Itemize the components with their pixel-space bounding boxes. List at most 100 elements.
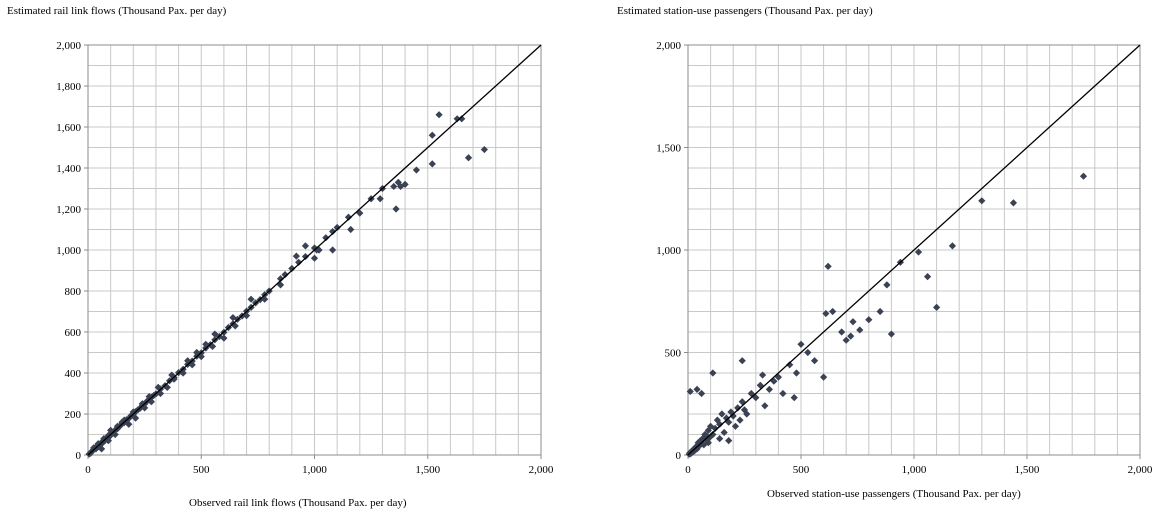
data-point [118,418,126,426]
data-point [281,271,289,279]
data-point [820,373,828,381]
data-point [480,145,488,154]
data-point [792,369,801,377]
data-point [301,252,310,261]
data-point [211,330,219,338]
y-tick-label: 1,000 [56,245,81,257]
x-tick-label: 1,000 [302,464,327,476]
data-point [1009,199,1018,207]
data-point [865,316,873,324]
data-point [743,410,751,418]
x-tick-label: 1,500 [1015,464,1040,476]
data-point [208,342,217,350]
y-tick-label: 1,200 [56,204,81,216]
data-point [804,348,812,357]
data-point [138,400,146,408]
y-tick-label: 0 [76,450,82,462]
x-tick-label: 1,000 [902,464,927,476]
x-tick-label: 0 [85,464,91,476]
data-point [392,205,400,213]
data-point [100,435,108,443]
data-point [810,357,819,365]
y-tick-label: 1,000 [656,245,681,257]
data-point [394,178,402,186]
y-tick-label: 1,600 [56,122,81,134]
data-point [978,197,986,205]
reference-line-y-equals-x [87,44,542,456]
y-tick-label: 2,000 [56,40,81,52]
data-point [716,435,724,443]
data-point [125,420,133,428]
data-point [147,398,156,406]
data-point [242,312,251,320]
data-point [716,420,724,428]
y-axis-title: Estimated station-use passengers (Thousa… [617,5,873,17]
data-point [107,426,115,434]
data-point [292,252,300,260]
y-tick-label: 600 [65,327,82,339]
x-tick-label: 2,000 [529,464,554,476]
data-point [948,242,957,250]
data-point [693,445,701,453]
data-point [247,295,255,303]
data-point [887,330,895,338]
x-tick-label: 1,500 [415,464,440,476]
data-point [722,414,731,422]
data-point [464,154,473,162]
data-point [704,426,712,434]
data-point [709,430,717,439]
data-point [736,416,744,424]
data-point [141,404,149,412]
data-point [765,385,773,393]
data-point [288,264,296,273]
data-point [229,314,237,322]
data-point [774,373,782,381]
scatter-plot-station-use: 0 500 1,000 1,500 2,000 0 500 1,000 1,500 2,000 [656,40,1153,476]
data-point [829,307,837,316]
x-tick-label: 500 [793,464,810,476]
data-point [261,295,269,303]
data-point [933,303,941,311]
data-point [113,422,122,430]
data-point [876,307,884,316]
data-point [856,326,864,334]
x-tick-label: 500 [193,464,210,476]
data-point [711,424,719,432]
data-point [170,375,178,383]
data-point [344,213,353,221]
data-point [105,432,114,441]
data-point [824,262,832,270]
data-point [709,369,717,377]
y-tick-label: 400 [65,368,82,380]
y-axis-title: Estimated rail link flows (Thousand Pax.… [7,5,227,17]
data-point [276,281,285,289]
data-point [1079,172,1088,180]
data-point [713,416,721,424]
chart-panel-rail-link-flows: Estimated rail link flows (Thousand Pax.… [0,0,560,511]
scatter-plot-rail-link-flows: 0 200 400 600 800 1,000 1,200 1,400 1,600 1,800 2,… [56,40,554,476]
data-point [849,318,857,326]
data-point [322,234,330,242]
data-point [295,258,303,266]
data-point [725,437,733,445]
data-point [163,383,171,391]
data-point [301,242,310,250]
reference-line-y-equals-x [687,44,1141,456]
x-axis-title: Observed rail link flows (Thousand Pax. … [189,497,407,509]
data-point [705,433,714,442]
y-tick-label: 1,800 [56,81,81,93]
data-point [797,340,805,348]
x-tick-label: 2,000 [1128,464,1153,476]
data-point [428,160,436,168]
data-point [376,195,384,203]
data-point [231,322,239,330]
data-point [691,446,699,455]
data-point [761,402,769,410]
data-point [347,225,355,234]
data-point [779,389,787,398]
data-point [914,248,923,256]
data-point [197,353,205,361]
y-tick-label: 2,000 [656,40,681,52]
data-point [390,182,398,191]
y-tick-label: 1,400 [56,163,81,175]
